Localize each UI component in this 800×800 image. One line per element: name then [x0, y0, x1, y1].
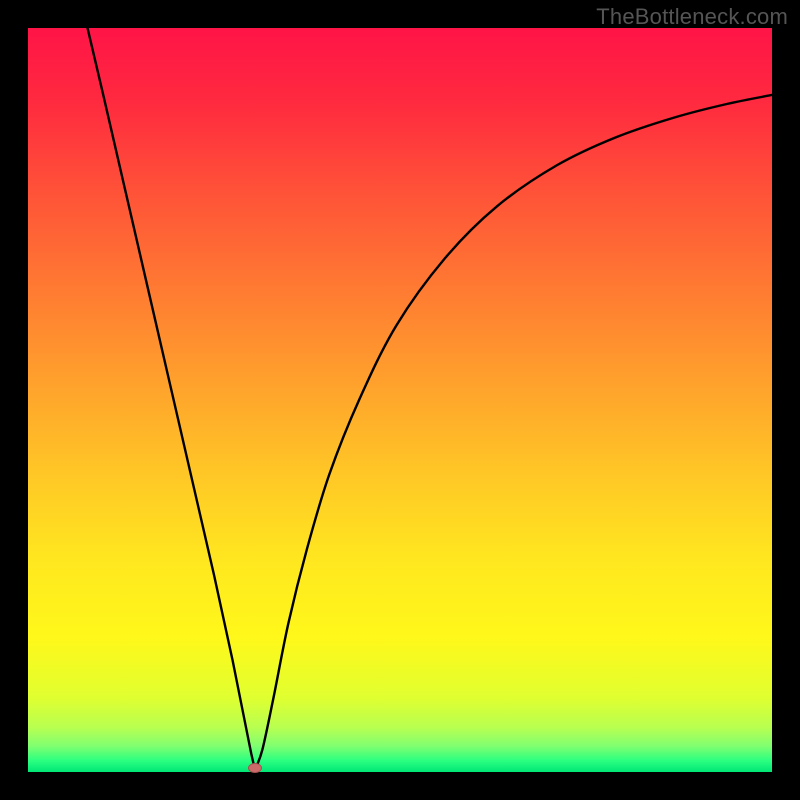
minimum-marker — [248, 763, 262, 773]
plot-area — [28, 28, 772, 772]
chart-frame: TheBottleneck.com — [0, 0, 800, 800]
bottleneck-curve — [28, 28, 772, 772]
watermark-text: TheBottleneck.com — [596, 4, 788, 30]
